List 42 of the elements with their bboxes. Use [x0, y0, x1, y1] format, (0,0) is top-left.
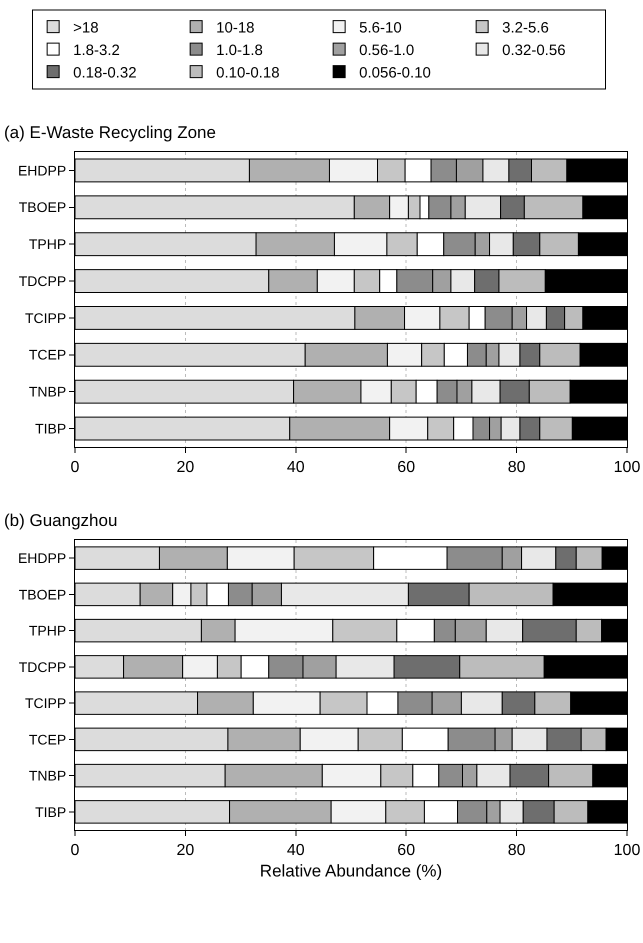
y-tick-label: TPHP	[28, 622, 66, 639]
legend-label: 0.18-0.32	[73, 64, 137, 82]
y-tick-label: TCIPP	[24, 695, 66, 712]
legend-label: >18	[73, 20, 99, 37]
y-tick-label: TBOEP	[18, 586, 66, 602]
legend-label: 0.10-0.18	[216, 64, 280, 82]
x-tick-label: 20	[176, 842, 194, 860]
legend-label: 0.32-0.56	[502, 42, 566, 60]
y-tick-label: TIBP	[35, 420, 66, 436]
y-tick-label: TCEP	[28, 346, 66, 363]
y-tick-label: TCEP	[28, 731, 66, 748]
x-tick-label: 100	[614, 842, 640, 860]
x-tick-label: 60	[397, 842, 416, 860]
x-tick-label: 100	[614, 459, 640, 476]
x-tick-label: 0	[70, 459, 80, 476]
y-tick-label: TNBP	[28, 768, 66, 784]
y-tick-label: TIBP	[35, 804, 66, 820]
legend-label: 10-18	[216, 20, 255, 37]
legend-label: 1.8-3.2	[73, 42, 120, 60]
y-tick-label: TDCPP	[18, 658, 66, 675]
x-tick-label: 0	[70, 842, 80, 860]
x-tick-label: 60	[397, 459, 416, 476]
chart-title: (b) Guangzhou	[4, 511, 118, 530]
y-tick-label: TCIPP	[24, 310, 66, 326]
legend-label: 0.056-0.10	[359, 64, 431, 82]
x-tick-label: 40	[286, 459, 305, 476]
x-tick-label: 80	[508, 842, 526, 860]
legend-label: 5.6-10	[359, 20, 402, 37]
y-tick-label: TNBP	[28, 384, 66, 400]
x-axis-title: Relative Abundance (%)	[260, 862, 442, 881]
y-tick-label: EHDPP	[18, 550, 66, 566]
y-tick-label: TPHP	[28, 236, 66, 252]
y-tick-label: TBOEP	[18, 199, 66, 216]
legend-label: 3.2-5.6	[502, 20, 549, 37]
legend-label: 1.0-1.8	[216, 42, 263, 60]
x-tick-label: 20	[176, 459, 194, 476]
legend-label: 0.56-1.0	[359, 42, 414, 60]
chart-title: (a) E-Waste Recycling Zone	[4, 123, 216, 142]
y-tick-label: EHDPP	[18, 162, 66, 178]
x-tick-label: 80	[508, 459, 526, 476]
y-tick-label: TDCPP	[18, 272, 66, 289]
x-tick-label: 40	[286, 842, 305, 860]
